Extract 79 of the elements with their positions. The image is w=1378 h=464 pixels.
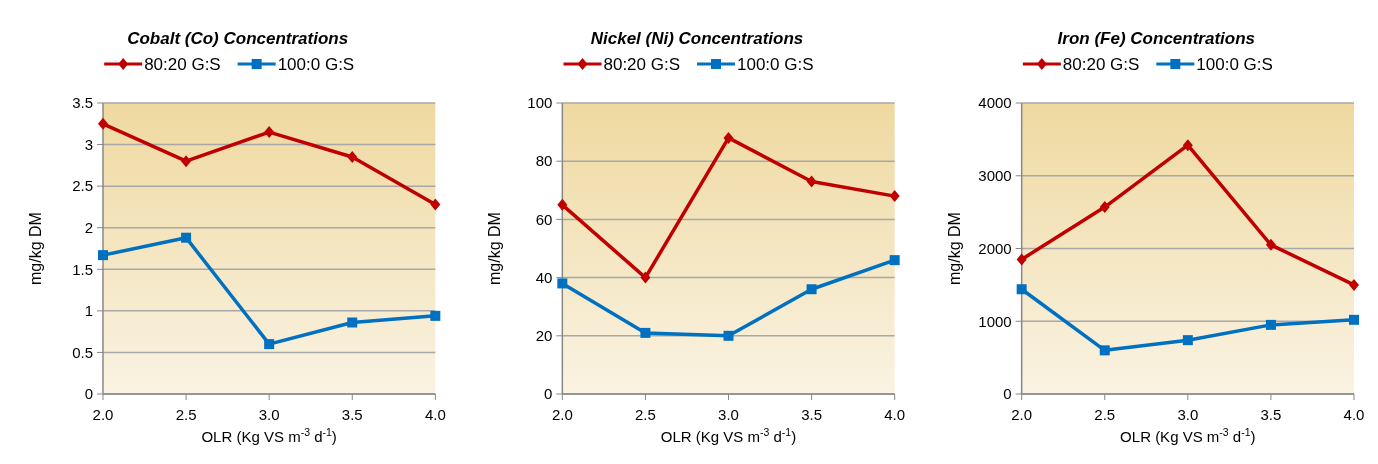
y-tick-label: 3000 xyxy=(978,167,1012,184)
point xyxy=(430,310,441,321)
y-tick-label: 0 xyxy=(1003,385,1012,403)
point xyxy=(1265,319,1276,330)
legend-label: 100:0 G:S xyxy=(1196,55,1273,74)
y-tick-label: 40 xyxy=(535,268,553,286)
y-tick-label: 2.5 xyxy=(72,177,93,195)
point xyxy=(1099,201,1110,214)
x-tick-label: 2.5 xyxy=(1094,406,1116,423)
x-tick-label: 3.0 xyxy=(258,406,280,423)
y-tick-label: 60 xyxy=(535,210,553,228)
x-tick-label: 4.0 xyxy=(1343,406,1365,423)
chart-title: Iron (Fe) Concentrations xyxy=(1057,29,1256,48)
point xyxy=(1016,253,1027,266)
point xyxy=(889,190,900,203)
x-tick-label: 3.5 xyxy=(1260,406,1282,423)
point xyxy=(347,317,358,328)
chart-title: Nickel (Ni) Concentrations xyxy=(590,29,804,48)
y-tick-label: 0 xyxy=(84,385,93,403)
point xyxy=(1016,284,1027,295)
y-axis-title: mg/kg DM xyxy=(27,212,44,285)
point xyxy=(1182,139,1193,152)
x-tick-label: 2.0 xyxy=(551,406,573,423)
point xyxy=(1182,335,1193,346)
point xyxy=(889,255,900,266)
point xyxy=(723,131,734,144)
y-tick-label: 1.5 xyxy=(72,260,93,278)
y-tick-label: 0.5 xyxy=(72,343,93,361)
x-tick-label: 3.0 xyxy=(1177,406,1199,423)
x-tick-label: 4.0 xyxy=(884,406,906,423)
x-tick-label: 2.5 xyxy=(634,406,656,423)
point xyxy=(98,250,108,261)
x-tick-label: 2.0 xyxy=(1011,406,1033,423)
y-axis-title: mg/kg DM xyxy=(945,212,963,285)
point xyxy=(264,339,275,350)
point xyxy=(723,330,734,341)
legend-label: 80:20 G:S xyxy=(144,55,221,74)
chart-title: Cobalt (Co) Concentrations xyxy=(127,29,349,48)
point xyxy=(806,284,817,295)
x-tick-label: 2.0 xyxy=(92,406,114,423)
x-axis-title: OLR (Kg VS m$^{-3}$ d$^{-1}$) xyxy=(201,426,337,445)
x-tick-label: 2.5 xyxy=(175,406,197,423)
y-axis-title: mg/kg DM xyxy=(486,212,504,285)
point xyxy=(557,198,568,211)
y-tick-label: 2 xyxy=(84,218,93,236)
point xyxy=(98,117,108,130)
x-axis-title: OLR (Kg VS m$^{-3}$ d$^{-1}$) xyxy=(660,426,797,445)
point xyxy=(181,155,192,168)
y-tick-label: 4000 xyxy=(978,94,1012,112)
legend-label: 80:20 G:S xyxy=(1062,55,1140,74)
point xyxy=(640,271,651,284)
y-tick-label: 80 xyxy=(535,152,553,170)
y-tick-label: 100 xyxy=(527,94,553,112)
point xyxy=(557,278,568,289)
point xyxy=(1349,314,1359,325)
y-tick-label: 3.5 xyxy=(72,94,93,112)
x-tick-label: 3.0 xyxy=(718,406,739,423)
point xyxy=(640,327,651,338)
point xyxy=(1349,278,1359,291)
y-tick-label: 20 xyxy=(535,327,553,345)
point xyxy=(1265,238,1276,251)
point xyxy=(347,151,358,164)
x-axis-title: OLR (Kg VS m$^{-3}$ d$^{-1}$) xyxy=(1120,426,1256,445)
legend-label: 80:20 G:S xyxy=(603,55,681,74)
x-tick-label: 3.5 xyxy=(341,406,363,423)
y-tick-label: 2000 xyxy=(978,239,1012,257)
y-tick-label: 1000 xyxy=(978,312,1012,330)
y-tick-label: 0 xyxy=(543,385,553,403)
y-tick-label: 1 xyxy=(84,302,93,320)
x-tick-label: 4.0 xyxy=(424,406,446,423)
point xyxy=(430,198,441,211)
legend-label: 100:0 G:S xyxy=(737,55,814,74)
x-tick-label: 3.5 xyxy=(801,406,823,423)
point xyxy=(181,232,192,243)
point xyxy=(1099,345,1110,356)
point xyxy=(806,175,817,188)
y-tick-label: 3 xyxy=(84,135,93,153)
legend-label: 100:0 G:S xyxy=(277,55,355,74)
point xyxy=(264,126,275,139)
